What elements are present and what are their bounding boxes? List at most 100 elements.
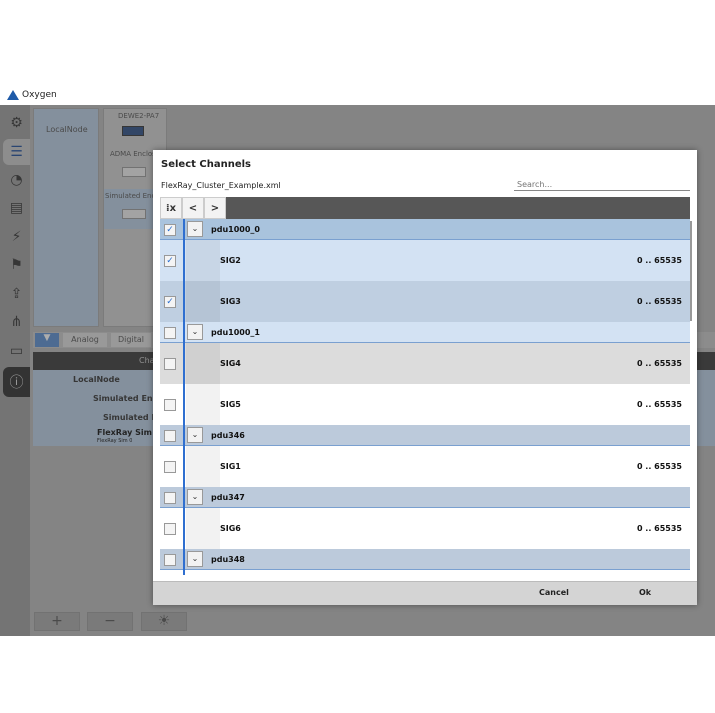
filter-icon[interactable]: ▼ (35, 333, 59, 347)
enclosure-image-icon (122, 167, 146, 177)
tree-item[interactable]: Simulated Enclosure (93, 394, 186, 403)
signal-name: SIG6 (220, 524, 241, 533)
group-row[interactable]: ✓ ⌄ pdu1000_0 (160, 219, 690, 240)
row-checkbox[interactable] (164, 357, 176, 370)
group-name: pdu346 (211, 431, 245, 440)
row-checkbox[interactable] (164, 398, 176, 411)
signal-name: SIG2 (220, 256, 241, 265)
enclosure-image-icon (122, 209, 146, 219)
expand-button[interactable]: > (204, 197, 226, 219)
row-indent (186, 240, 220, 281)
sidebar-item-vehicle[interactable]: ▭ (3, 338, 30, 364)
title-bar (0, 86, 715, 104)
chevron-down-icon[interactable]: ⌄ (187, 427, 203, 443)
signal-row[interactable]: SIG6 0 .. 65535 (160, 508, 690, 549)
signal-range: 0 .. 65535 (636, 359, 682, 368)
row-checkbox[interactable]: ✓ (164, 254, 176, 267)
signal-range: 0 .. 65535 (636, 256, 682, 265)
group-name: pdu348 (211, 555, 245, 564)
signal-row[interactable]: SIG4 0 .. 65535 (160, 343, 690, 384)
tree-guide-line (183, 219, 185, 575)
scrollbar[interactable] (690, 221, 692, 321)
signal-range: 0 .. 65535 (636, 462, 682, 471)
chevron-down-icon[interactable]: ⌄ (187, 324, 203, 340)
signal-row[interactable]: SIG5 0 .. 65535 (160, 384, 690, 425)
filter-digital[interactable]: Digital (111, 333, 151, 347)
clear-selection-button[interactable]: ⁞x (160, 197, 182, 219)
sidebar-item-markers[interactable]: ⚑ (3, 252, 30, 278)
channel-list: ✓ ⌄ pdu1000_0 ✓ SIG2 0 .. 65535 ✓ SIG3 0 .. 6553… (160, 219, 690, 581)
signal-row[interactable]: ✓ SIG3 0 .. 65535 (160, 281, 690, 322)
sidebar-item-info[interactable]: ⓘ (3, 367, 30, 397)
sidebar-item-measure[interactable]: ◔ (3, 167, 30, 193)
oxygen-logo-icon (7, 90, 19, 100)
dialog-footer: Cancel Ok (153, 581, 697, 605)
row-checkbox[interactable]: ✓ (164, 295, 176, 308)
group-row[interactable]: ⌄ pdu346 (160, 425, 690, 446)
app-title: Oxygen (22, 90, 57, 100)
sidebar-item-report[interactable]: ▤ (3, 195, 30, 221)
row-checkbox[interactable] (164, 460, 176, 473)
group-name: pdu1000_1 (211, 328, 260, 337)
group-row[interactable]: ⌄ pdu1000_1 (160, 322, 690, 343)
signal-row[interactable]: SIG1 0 .. 65535 (160, 446, 690, 487)
signal-row[interactable]: ✓ SIG2 0 .. 65535 (160, 240, 690, 281)
sidebar-item-power[interactable]: ⚡ (3, 224, 30, 250)
row-indent (186, 384, 220, 425)
add-button[interactable]: + (34, 612, 80, 631)
signal-name: SIG3 (220, 297, 241, 306)
remove-button[interactable]: − (87, 612, 133, 631)
file-name: FlexRay_Cluster_Example.xml (161, 181, 281, 190)
gear-icon: ⚙ (10, 115, 23, 131)
group-row[interactable]: ⌄ pdu347 (160, 487, 690, 508)
search-input[interactable] (514, 179, 690, 191)
network-icon: ⋔ (10, 314, 23, 330)
channel-header-label: Cha (139, 356, 155, 365)
report-icon: ▤ (9, 200, 24, 216)
row-checkbox[interactable] (164, 326, 176, 339)
group-name: pdu347 (211, 493, 245, 502)
signal-name: SIG1 (220, 462, 241, 471)
local-node-label: LocalNode (46, 125, 88, 134)
sidebar-item-export[interactable]: ⇪ (3, 281, 30, 307)
row-indent (186, 508, 220, 549)
car-icon: ▭ (9, 343, 24, 359)
collapse-button[interactable]: < (182, 197, 204, 219)
row-checkbox[interactable] (164, 429, 176, 442)
row-checkbox[interactable] (164, 491, 176, 504)
tree-item-sub: FlexRay Sim 0 (97, 438, 133, 444)
chevron-down-icon[interactable]: ⌄ (187, 221, 203, 237)
ok-button[interactable]: Ok (639, 588, 652, 597)
channel-list-icon: ☰ (10, 144, 23, 160)
filter-analog[interactable]: Analog (63, 333, 107, 347)
row-checkbox[interactable]: ✓ (164, 223, 176, 236)
cancel-button[interactable]: Cancel (539, 588, 569, 597)
tree-item[interactable]: Simulated Device (103, 413, 182, 422)
signal-range: 0 .. 65535 (636, 524, 682, 533)
chevron-down-icon[interactable]: ⌄ (187, 551, 203, 567)
identify-button[interactable]: ☀ (141, 612, 187, 631)
device-image-icon (122, 126, 144, 136)
row-checkbox[interactable] (164, 553, 176, 566)
signal-name: SIG4 (220, 359, 241, 368)
row-indent (186, 343, 220, 384)
tree-item[interactable]: LocalNode (73, 375, 120, 384)
row-indent (186, 446, 220, 487)
row-checkbox[interactable] (164, 522, 176, 535)
group-row[interactable]: ⌄ pdu348 (160, 549, 690, 570)
signal-range: 0 .. 65535 (636, 297, 682, 306)
info-icon: ⓘ (9, 375, 24, 391)
sidebar: ⚙ ☰ ◔ ▤ ⚡ ⚑ ⇪ ⋔ ▭ ⓘ (0, 105, 30, 636)
signal-name: SIG5 (220, 400, 241, 409)
sidebar-item-channels[interactable]: ☰ (3, 139, 30, 165)
chevron-down-icon[interactable]: ⌄ (187, 489, 203, 505)
sidebar-item-network[interactable]: ⋔ (3, 309, 30, 335)
enclosure-label-adma: ADMA Enclosu (110, 150, 161, 158)
gauge-icon: ◔ (10, 172, 23, 188)
sidebar-item-settings[interactable]: ⚙ (3, 110, 30, 136)
group-name: pdu1000_0 (211, 225, 260, 234)
tree-item[interactable]: FlexRay Sim 0 (97, 428, 161, 437)
lightning-icon: ⚡ (11, 229, 22, 245)
row-indent (186, 281, 220, 322)
local-node-panel[interactable]: LocalNode (33, 108, 99, 327)
